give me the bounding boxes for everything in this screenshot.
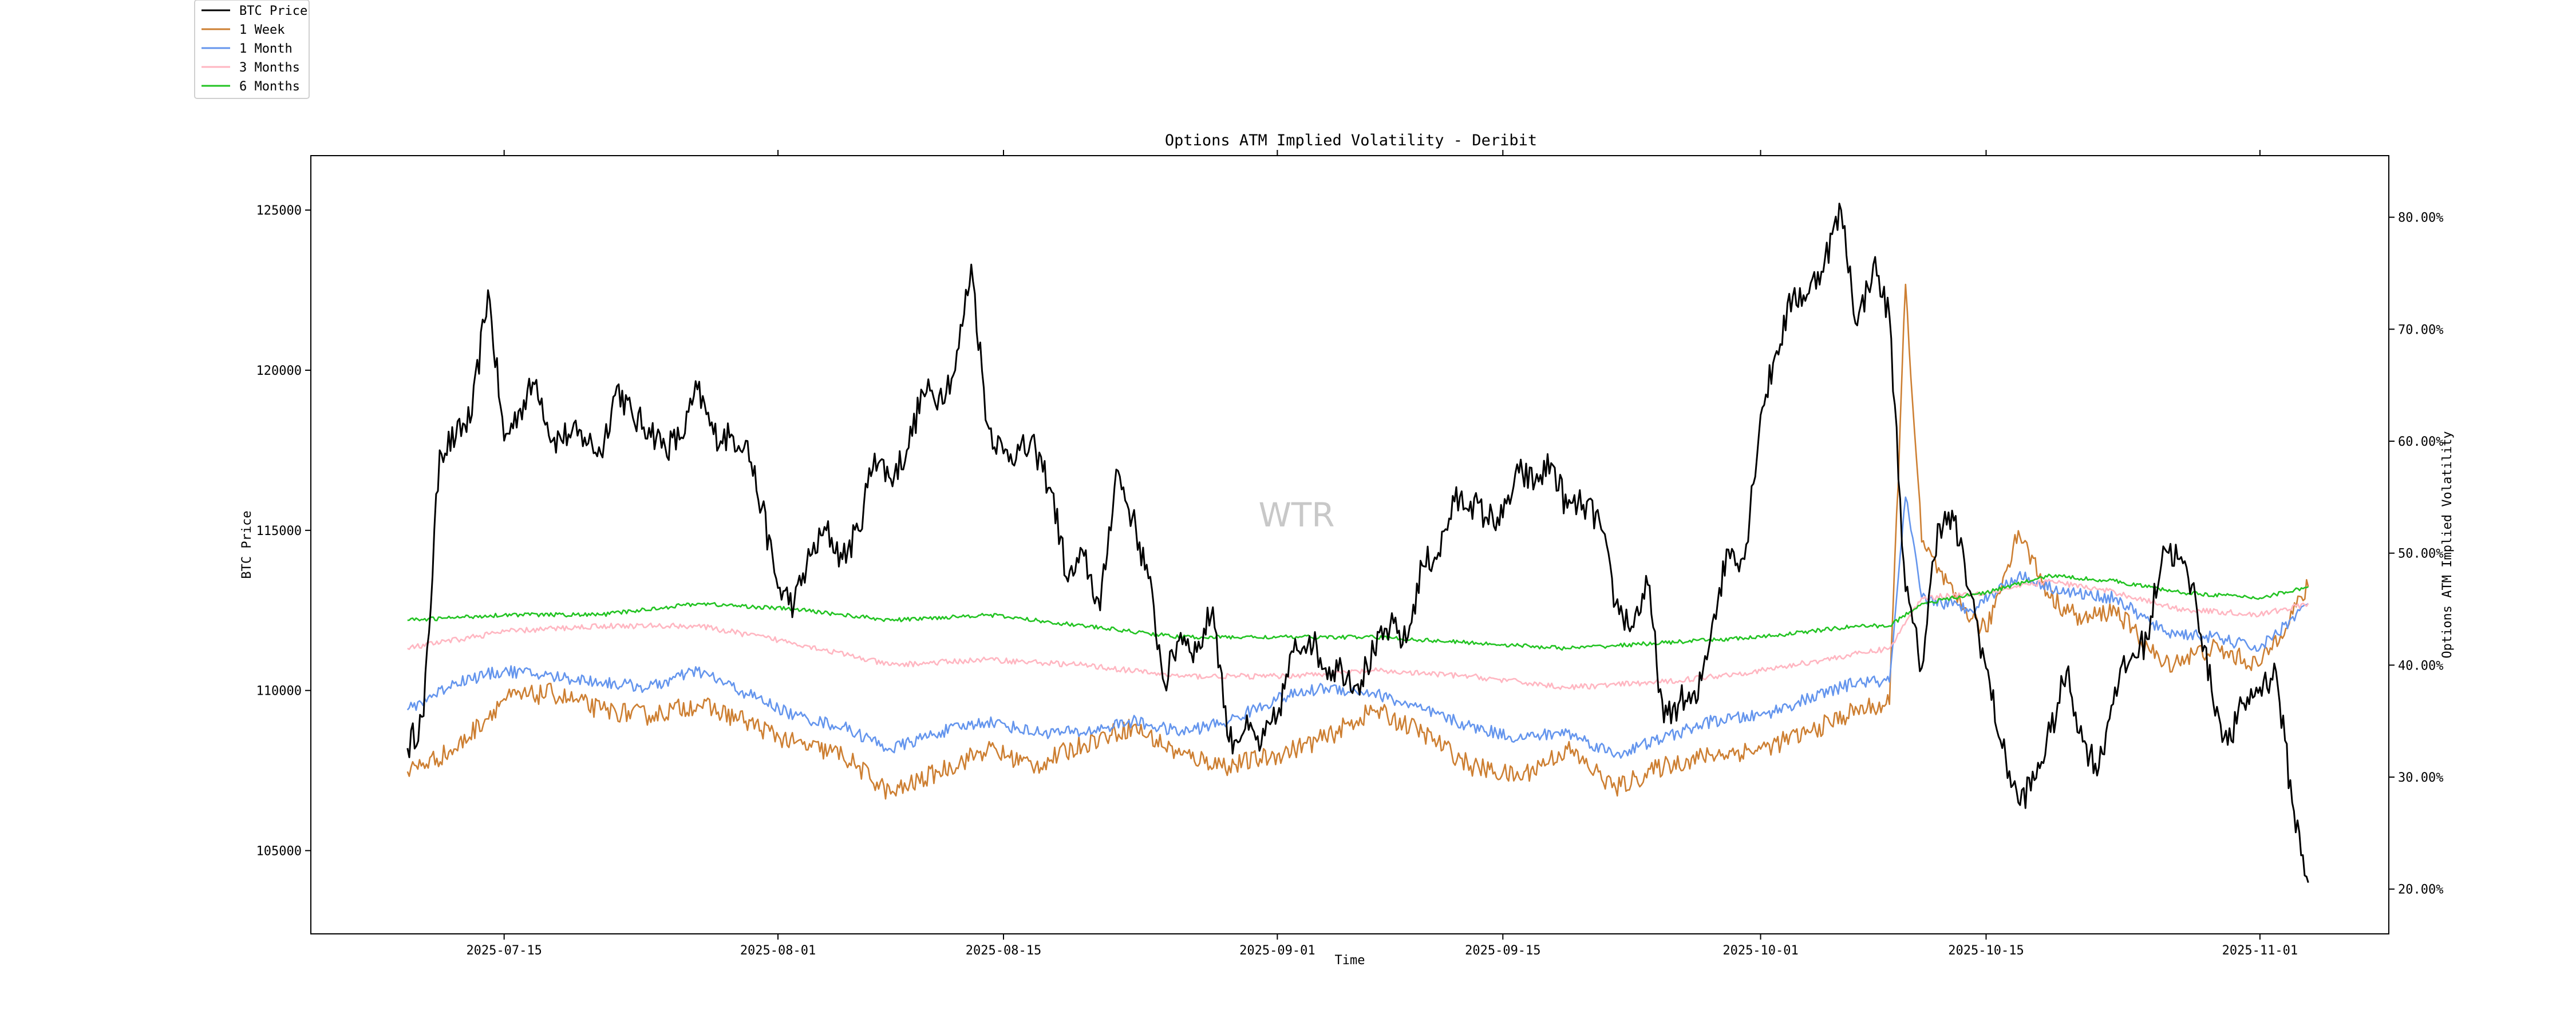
series-line-6-months [407,573,2309,651]
series-line-1-week [406,283,2309,800]
chart-title: Options ATM Implied Volatility - Deribit [1165,132,1537,149]
legend-label: 1 Week [239,23,285,37]
series-layer [406,203,2309,883]
y-axis-right-title: Options ATM Implied Volatility [2440,431,2455,658]
y-left-tick-label: 115000 [256,524,302,538]
legend-label: 1 Month [239,42,293,56]
legend-label: 6 Months [239,80,300,94]
y-right-tick-label: 60.00% [2398,435,2443,449]
x-tick-label: 2025-08-01 [740,944,816,958]
series-line-3-months [407,579,2309,690]
x-tick-label: 2025-09-15 [1465,944,1540,958]
y-right-tick-label: 70.00% [2398,323,2443,337]
y-right-tick-label: 50.00% [2398,547,2443,561]
y-right-tick-label: 80.00% [2398,211,2443,225]
plot-frame [310,155,2389,934]
y-left-tick-label: 120000 [256,364,302,378]
series-line-btc-price [406,203,2309,883]
y-axis-left-title: BTC Price [240,510,254,579]
legend-frame [194,0,310,99]
y-left-tick-label: 125000 [256,204,302,218]
x-tick-label: 2025-10-15 [1948,944,2024,958]
legend-label: 3 Months [239,61,300,75]
legend: BTC Price 1 Week 1 Month 3 Months 6 Months [194,0,310,99]
axis-layer: 2025-07-15 2025-08-01 2025-08-15 2025-09-01… [256,150,2443,958]
legend-label: BTC Price [239,4,307,18]
x-tick-label: 2025-09-01 [1239,944,1315,958]
x-tick-label: 2025-11-01 [2222,944,2298,958]
y-right-tick-label: 20.00% [2398,883,2443,897]
x-tick-label: 2025-10-01 [1722,944,1798,958]
y-right-tick-label: 30.00% [2398,771,2443,785]
x-axis-title: Time [1335,953,1365,968]
x-tick-label: 2025-08-15 [966,944,1041,958]
watermark: WTR [1258,496,1334,534]
y-left-tick-label: 105000 [256,844,302,858]
y-left-tick-label: 110000 [256,684,302,699]
y-right-tick-label: 40.00% [2398,659,2443,673]
x-tick-label: 2025-07-15 [466,944,542,958]
